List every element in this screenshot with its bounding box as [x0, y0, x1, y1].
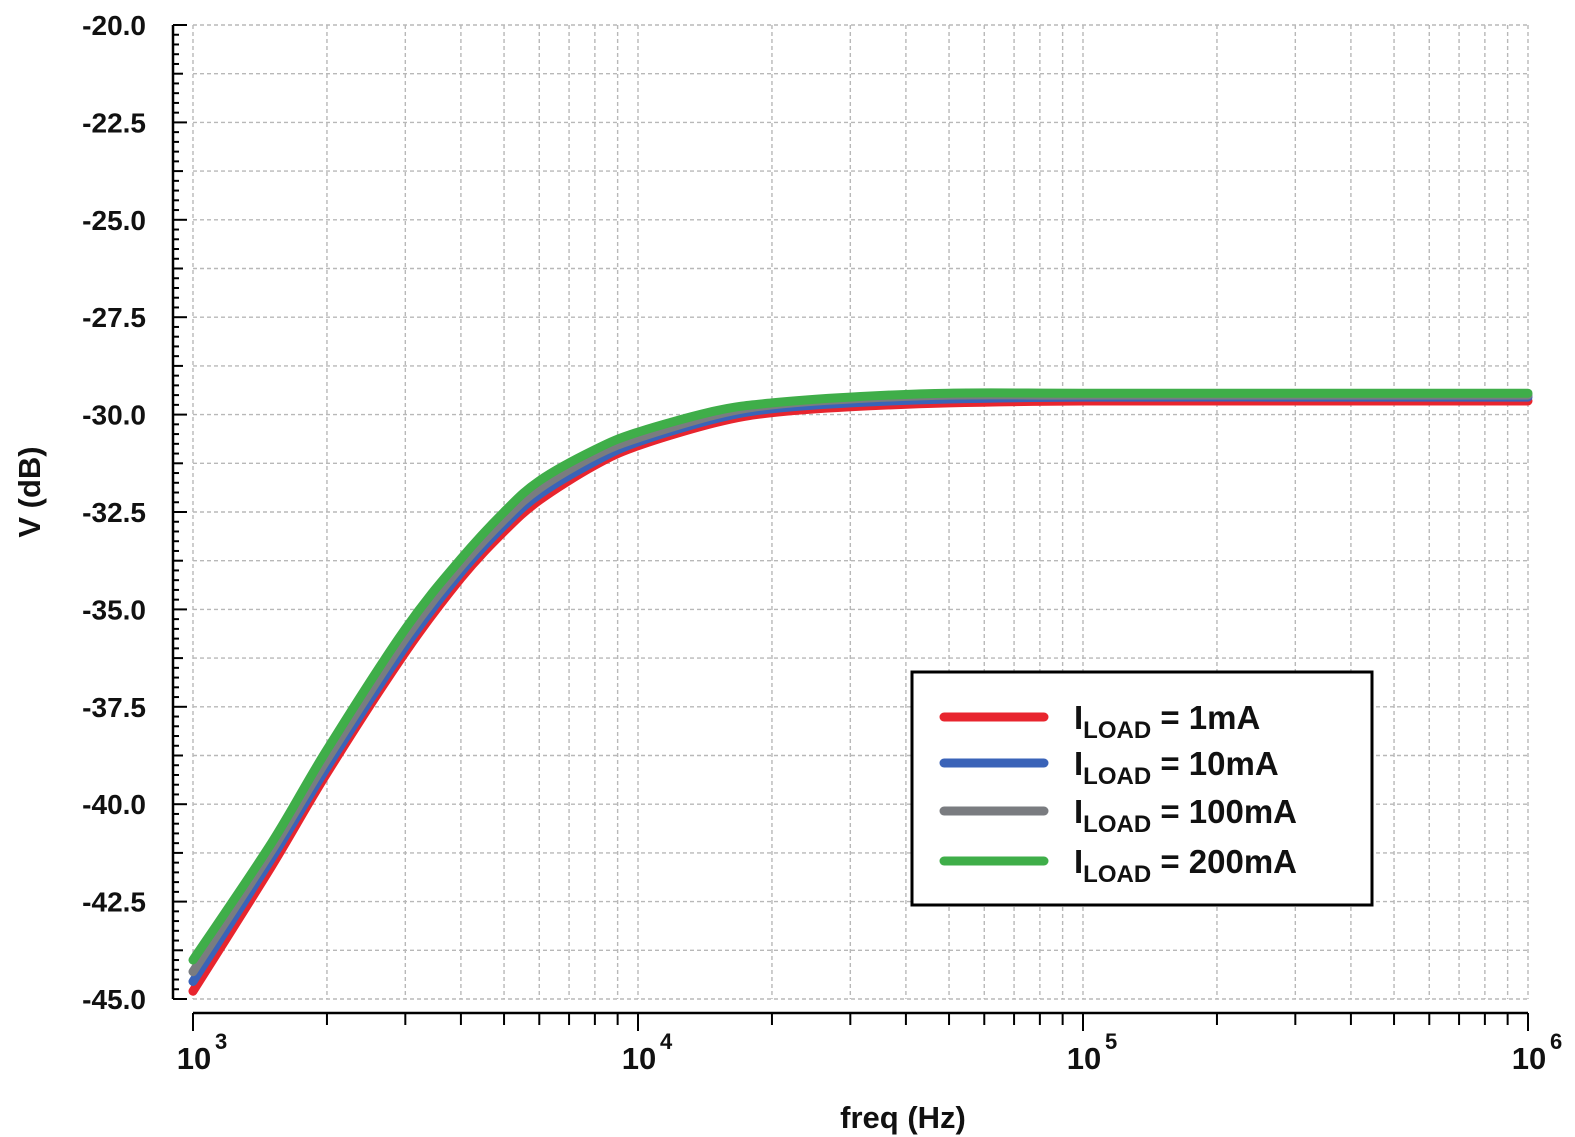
legend-label-value: = 200mA — [1151, 843, 1297, 880]
x-tick-label: 10 4 — [622, 1029, 673, 1076]
x-tick-base: 10 — [1067, 1041, 1101, 1076]
grid — [192, 24, 1529, 1000]
y-tick-label: -35.0 — [82, 594, 146, 625]
y-tick-label: -40.0 — [82, 789, 146, 820]
y-tick-label: -27.5 — [82, 302, 146, 333]
legend-label-value: = 100mA — [1151, 793, 1297, 830]
y-tick-label: -22.5 — [82, 107, 146, 138]
x-tick-exponent: 6 — [1550, 1029, 1562, 1054]
y-tick-label: -42.5 — [82, 887, 146, 918]
x-tick-base: 10 — [1512, 1041, 1546, 1076]
y-axis-title: V (dB) — [12, 446, 47, 537]
legend-label-subscript: LOAD — [1083, 861, 1151, 888]
y-tick-label: -25.0 — [82, 205, 146, 236]
legend-label-value: = 1mA — [1151, 699, 1260, 736]
legend-label-main: I — [1074, 843, 1083, 880]
x-axis-title: freq (Hz) — [840, 1100, 966, 1135]
x-tick-label: 10 3 — [177, 1029, 227, 1076]
legend-label: ILOAD = 10mA — [1074, 745, 1279, 790]
x-tick-exponent: 4 — [660, 1029, 673, 1054]
legend-label: ILOAD = 1mA — [1074, 699, 1260, 744]
legend-label-main: I — [1074, 793, 1083, 830]
x-tick-label: 10 5 — [1067, 1029, 1117, 1076]
legend-label-subscript: LOAD — [1083, 811, 1151, 838]
y-tick-label: -45.0 — [82, 984, 146, 1015]
legend-item-1: ILOAD = 1mA — [939, 699, 1260, 744]
legend-label-main: I — [1074, 699, 1083, 736]
legend-box — [910, 670, 1374, 907]
series-lines — [188, 388, 1533, 996]
series-line-4 — [188, 388, 1533, 965]
legend-item-2: ILOAD = 10mA — [939, 745, 1279, 790]
x-tick-label: 10 6 — [1512, 1029, 1562, 1076]
y-tick-label: -30.0 — [82, 400, 146, 431]
axes: -20.0 -22.5 -25.0 -27.5 -30.0 -32.5 -35.0 -37.5… — [82, 10, 1562, 1076]
x-tick-base: 10 — [622, 1041, 656, 1076]
legend-label-subscript: LOAD — [1083, 763, 1151, 790]
x-tick-base: 10 — [177, 1041, 211, 1076]
y-tick-label: -37.5 — [82, 692, 146, 723]
x-tick-exponent: 5 — [1105, 1029, 1117, 1054]
x-tick-exponent: 3 — [215, 1029, 227, 1054]
legend-label-value: = 10mA — [1151, 745, 1279, 782]
legend-label-main: I — [1074, 745, 1083, 782]
legend-label: ILOAD = 200mA — [1074, 843, 1297, 888]
legend-label: ILOAD = 100mA — [1074, 793, 1297, 838]
y-tick-label: -20.0 — [82, 10, 146, 41]
legend-item-4: ILOAD = 200mA — [939, 843, 1297, 888]
legend-label-subscript: LOAD — [1083, 717, 1151, 744]
legend-item-3: ILOAD = 100mA — [939, 793, 1297, 838]
y-tick-label: -32.5 — [82, 497, 146, 528]
